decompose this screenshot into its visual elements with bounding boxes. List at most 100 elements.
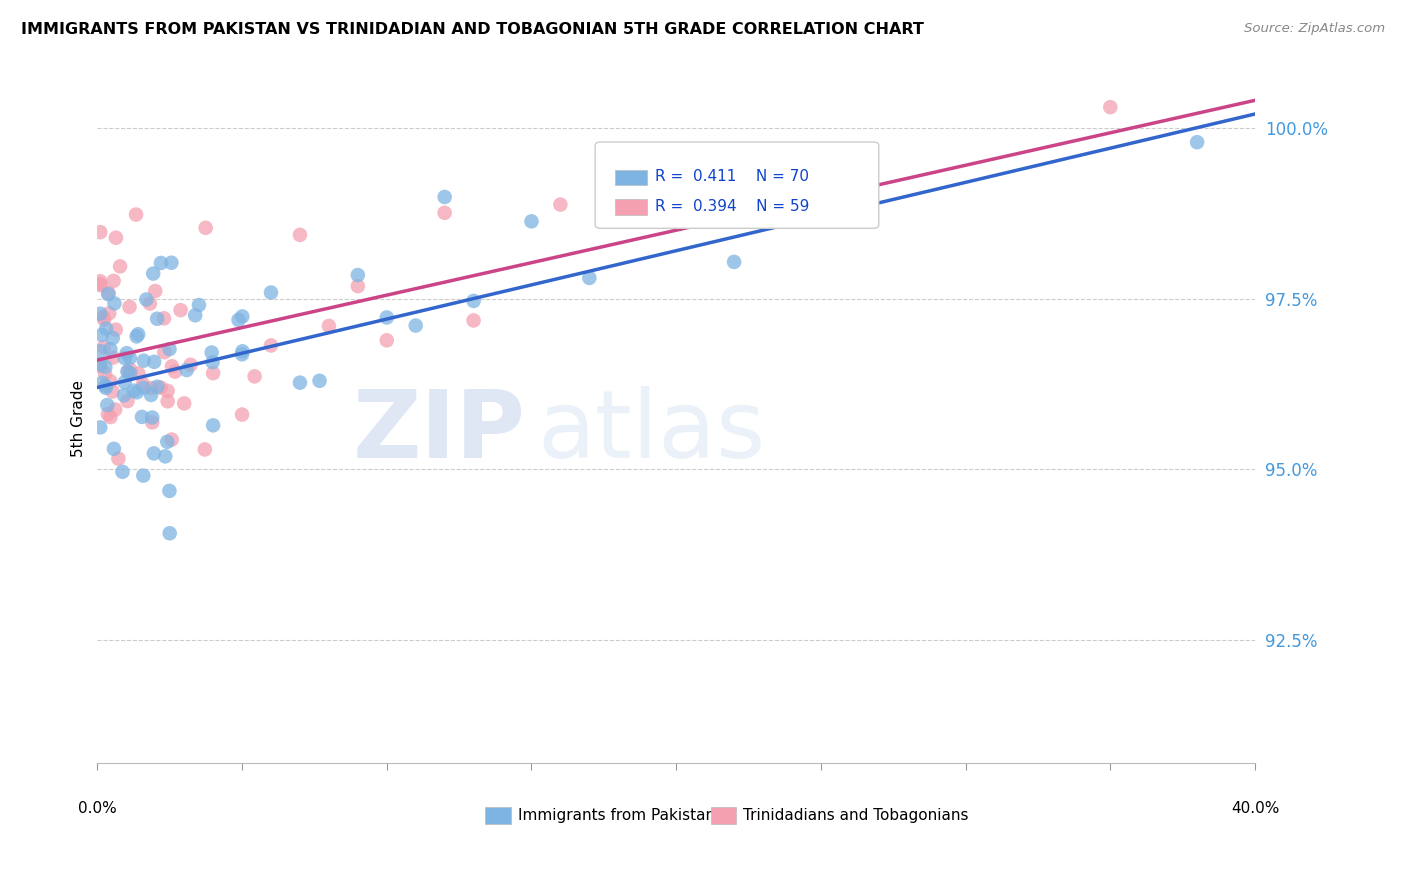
Point	[104, 231, 127, 245]
Text: 40.0%: 40.0%	[1230, 801, 1279, 816]
Text: Source: ZipAtlas.com: Source: ZipAtlas.com	[1244, 22, 1385, 36]
Point	[520, 214, 543, 228]
Point	[142, 446, 165, 460]
Point	[180, 358, 202, 372]
Point	[96, 398, 118, 412]
Point	[288, 227, 311, 242]
Point	[141, 416, 163, 430]
Point	[184, 308, 207, 322]
Point	[103, 274, 125, 288]
Point	[156, 434, 179, 449]
Point	[1099, 100, 1122, 114]
Y-axis label: 5th Grade: 5th Grade	[72, 380, 86, 457]
Point	[375, 334, 398, 348]
Point	[89, 357, 111, 371]
Point	[146, 380, 169, 394]
Text: IMMIGRANTS FROM PAKISTAN VS TRINIDADIAN AND TOBAGONIAN 5TH GRADE CORRELATION CHA: IMMIGRANTS FROM PAKISTAN VS TRINIDADIAN …	[21, 22, 924, 37]
Text: R =  0.411    N = 70: R = 0.411 N = 70	[655, 169, 810, 184]
Point	[135, 293, 157, 307]
Point	[117, 365, 139, 379]
Point	[97, 287, 120, 301]
Point	[194, 442, 217, 457]
Point	[153, 345, 176, 359]
Point	[202, 418, 225, 433]
Text: R =  0.394    N = 59: R = 0.394 N = 59	[655, 199, 810, 214]
Point	[94, 367, 117, 381]
Point	[93, 340, 115, 354]
Point	[127, 367, 149, 381]
Point	[107, 451, 129, 466]
Point	[100, 374, 122, 388]
Point	[125, 385, 148, 400]
Point	[665, 209, 688, 223]
Point	[318, 318, 340, 333]
Point	[114, 376, 136, 390]
Point	[159, 342, 181, 356]
Point	[346, 279, 368, 293]
Point	[149, 381, 172, 395]
Point	[143, 355, 166, 369]
Point	[202, 366, 225, 380]
Point	[143, 284, 166, 298]
Point	[228, 313, 250, 327]
Point	[149, 256, 172, 270]
Point	[433, 190, 456, 204]
Point	[141, 381, 163, 395]
Point	[288, 376, 311, 390]
Point	[160, 256, 183, 270]
Point	[132, 353, 155, 368]
FancyBboxPatch shape	[485, 806, 510, 824]
Point	[103, 442, 125, 456]
Point	[231, 347, 253, 361]
Point	[125, 329, 148, 343]
Point	[97, 407, 120, 421]
Point	[112, 388, 135, 402]
Point	[156, 394, 179, 409]
Point	[243, 369, 266, 384]
Point	[142, 267, 165, 281]
Point	[308, 374, 330, 388]
Point	[117, 364, 139, 378]
Point	[550, 197, 572, 211]
FancyBboxPatch shape	[614, 199, 647, 214]
FancyBboxPatch shape	[614, 169, 647, 185]
Point	[94, 381, 117, 395]
Point	[260, 285, 283, 300]
FancyBboxPatch shape	[711, 806, 737, 824]
Point	[201, 355, 224, 369]
Point	[89, 344, 111, 359]
Point	[118, 351, 141, 365]
Point	[231, 344, 253, 359]
Point	[231, 408, 253, 422]
Point	[89, 277, 111, 292]
Point	[163, 365, 186, 379]
Point	[156, 384, 179, 398]
Point	[94, 359, 117, 374]
Point	[139, 388, 162, 402]
Point	[100, 410, 122, 425]
Point	[101, 331, 124, 345]
Point	[346, 268, 368, 282]
Point	[153, 311, 176, 326]
Point	[120, 362, 142, 376]
Point	[122, 384, 145, 398]
Point	[101, 384, 124, 399]
Point	[194, 220, 217, 235]
Point	[90, 327, 112, 342]
Point	[132, 381, 155, 395]
Point	[160, 433, 183, 447]
Point	[578, 271, 600, 285]
Point	[89, 420, 111, 434]
Point	[463, 313, 485, 327]
Point	[139, 296, 162, 310]
Text: 0.0%: 0.0%	[77, 801, 117, 816]
Point	[93, 312, 115, 326]
Point	[97, 286, 120, 301]
Point	[101, 351, 124, 365]
Point	[104, 323, 127, 337]
Point	[176, 363, 198, 377]
Point	[201, 345, 224, 359]
Point	[131, 409, 153, 424]
Point	[89, 359, 111, 374]
Point	[463, 293, 485, 308]
